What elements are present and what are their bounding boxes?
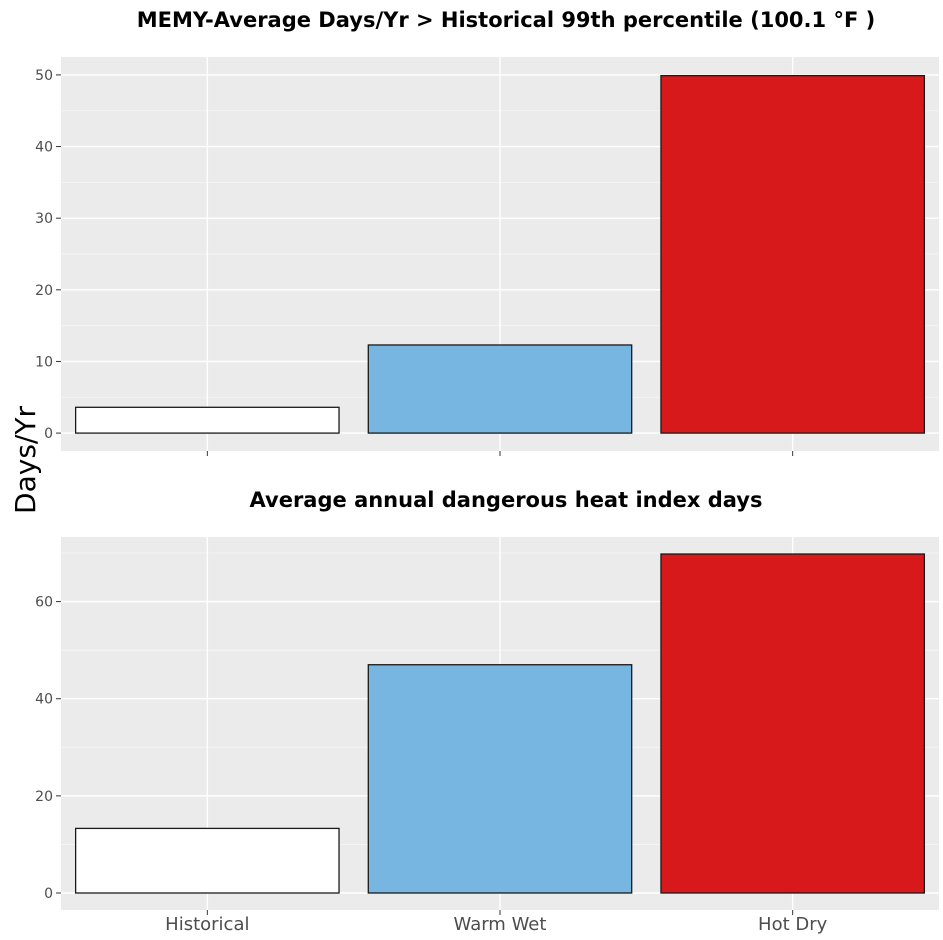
chart-title-top: MEMY-Average Days/Yr > Historical 99th p… (137, 8, 875, 32)
y-axis-title: Days/Yr (9, 406, 42, 514)
x-tick-label: Warm Wet (454, 914, 547, 935)
y-tick-label: 0 (44, 426, 53, 442)
y-tick-label: 40 (35, 692, 53, 708)
top-chart-panel: 0 10 20 30 40 50 (35, 57, 939, 456)
y-tick-label: 50 (35, 68, 53, 84)
y-tick-label: 10 (35, 354, 53, 370)
y-tick-label: 60 (35, 595, 53, 611)
x-tick-label: Hot Dry (758, 914, 828, 935)
y-tick-label: 30 (35, 211, 53, 227)
x-tick-label: Historical (165, 914, 249, 935)
y-tick-label: 20 (35, 283, 53, 299)
y-tick-label: 40 (35, 140, 53, 156)
chart-title-bottom: Average annual dangerous heat index days (250, 488, 763, 512)
bottom-chart-panel: 0 20 40 60 Historical Warm Wet Hot Dry (35, 537, 939, 935)
bar-hot-dry (660, 74, 926, 434)
y-tick-label: 0 (44, 886, 53, 902)
bar-warm-wet (367, 664, 633, 894)
bar-hot-dry (660, 553, 926, 894)
bar-historical (74, 827, 340, 894)
bar-warm-wet (367, 344, 633, 434)
y-tick-label: 20 (35, 789, 53, 805)
bar-historical (74, 406, 340, 434)
